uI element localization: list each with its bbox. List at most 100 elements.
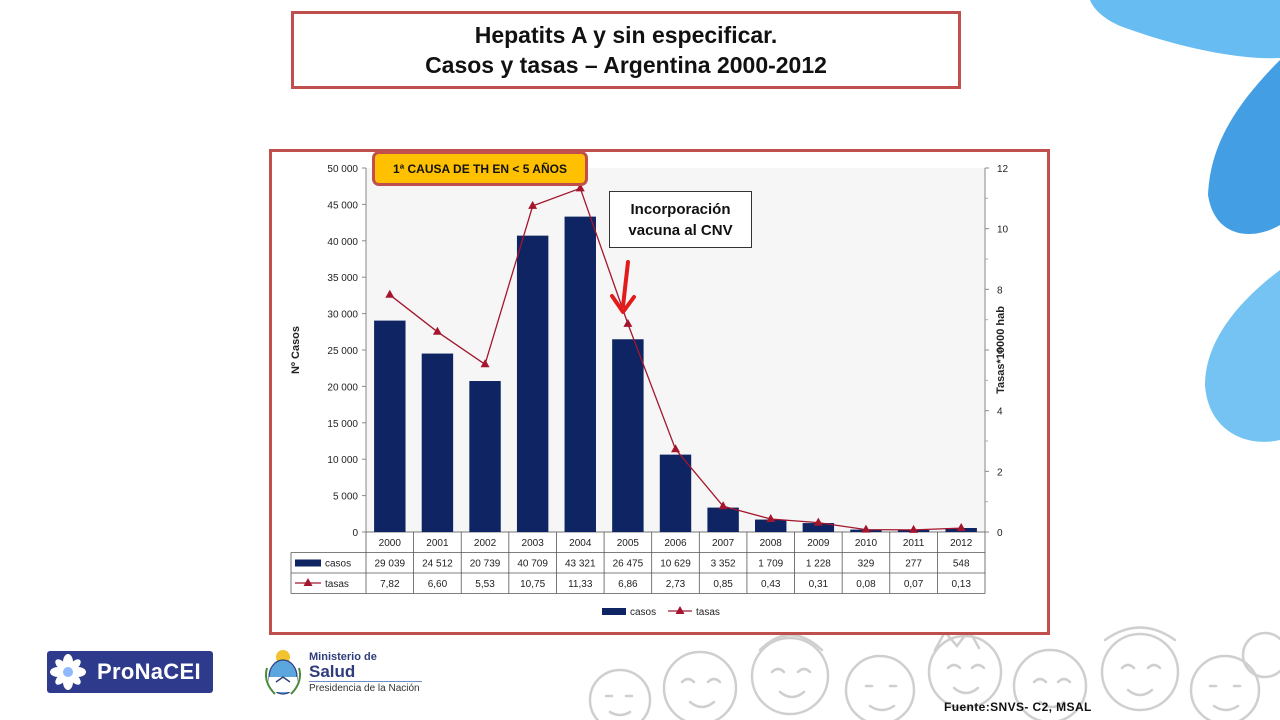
- x-tick-label: 2011: [903, 538, 925, 549]
- callout-vaccine-box: Incorporación vacuna al CNV: [609, 191, 752, 248]
- ministerio-line2: Salud: [309, 662, 356, 681]
- point-tasas-2009: [813, 517, 823, 526]
- callout-first-cause: 1ª CAUSA DE TH EN < 5 AÑOS: [372, 151, 588, 186]
- x-tick-label: 2003: [522, 538, 545, 549]
- point-tasas-2002: [480, 359, 490, 368]
- slide-title-line1: Hepatits A y sin especificar.: [474, 22, 778, 48]
- data-label-tasas: 10,75: [520, 579, 545, 590]
- x-tick-label: 2005: [617, 538, 640, 549]
- data-label-casos: 277: [905, 559, 922, 570]
- blue-corner-shape: [1090, 0, 1280, 59]
- bar-casos-2003: [516, 235, 549, 532]
- y-tick-left-label: 50 000: [327, 164, 358, 175]
- data-label-casos: 329: [858, 559, 875, 570]
- table-key-tasas-marker: [303, 578, 313, 586]
- point-tasas-2008: [766, 513, 776, 522]
- table-key-casos: [295, 559, 321, 567]
- y-tick-right-label: 12: [997, 164, 1009, 175]
- bar-casos-2000: [374, 320, 406, 532]
- source-note: Fuente:SNVS- C2, MSAL: [944, 700, 1092, 714]
- bar-casos-2006: [659, 454, 692, 532]
- argentina-shield-icon: [265, 650, 301, 695]
- y-tick-right-label: 2: [997, 467, 1003, 478]
- y-tick-right-label: 10: [997, 225, 1009, 236]
- point-tasas-2012: [956, 523, 966, 532]
- bar-casos-2009: [802, 523, 835, 532]
- y-tick-left-label: 30 000: [327, 310, 358, 321]
- legend-key-tasas-marker: [675, 606, 685, 614]
- title-box: Hepatits A y sin especificar. Casos y ta…: [291, 11, 961, 89]
- data-label-tasas: 0,08: [856, 579, 876, 590]
- legend-group: casos tasas: [602, 606, 720, 618]
- data-label-casos: 3 352: [711, 559, 736, 570]
- data-label-tasas: 0,31: [809, 579, 829, 590]
- ministerio-line1: Ministerio de: [309, 651, 377, 663]
- data-label-tasas: 0,13: [951, 579, 971, 590]
- y-tick-left-label: 0: [352, 528, 358, 539]
- y-tick-left-label: 40 000: [327, 237, 358, 248]
- data-label-casos: 26 475: [613, 559, 644, 570]
- y-tick-right-label: 8: [997, 285, 1003, 296]
- y-tick-left-label: 10 000: [327, 455, 358, 466]
- chart-area: 0 5 000 10 000 15 000 20 000 25 000 30 000 35 0…: [290, 164, 1009, 618]
- y-tick-left-label: 45 000: [327, 200, 358, 211]
- point-tasas-2011: [909, 524, 919, 533]
- slide-title-line2: Casos y tasas – Argentina 2000-2012: [425, 52, 827, 78]
- bar-casos-2008: [755, 519, 787, 532]
- pronacei-wordmark: ProNaCEI: [97, 659, 201, 684]
- data-label-casos: 548: [953, 559, 970, 570]
- legend-label-casos: casos: [630, 607, 656, 618]
- y-axis-left-title: Nº Casos: [290, 326, 302, 374]
- bar-casos-2005: [612, 339, 644, 532]
- x-tick-label: 2008: [760, 538, 783, 549]
- x-tick-label: 2006: [664, 538, 687, 549]
- legend-label-tasas: tasas: [696, 607, 720, 618]
- x-tick-label: 2007: [712, 538, 735, 549]
- y-tick-right-label: 4: [997, 407, 1003, 418]
- y-axis-right-title: Tasas*10000 hab: [995, 306, 1007, 394]
- y-tick-left-label: 20 000: [327, 382, 358, 393]
- line-group: [385, 183, 966, 533]
- point-tasas-2001: [432, 326, 442, 335]
- data-label-tasas: 5,53: [475, 579, 495, 590]
- data-label-casos: 20 739: [470, 559, 501, 570]
- y-tick-left-label: 15 000: [327, 419, 358, 430]
- y-tick-left-label: 5 000: [333, 492, 358, 503]
- point-tasas-2007: [718, 501, 728, 510]
- data-label-tasas: 2,73: [666, 579, 686, 590]
- blue-drop-shape: [1205, 270, 1280, 442]
- data-label-tasas: 6,60: [428, 579, 448, 590]
- callout-vaccine-line2: vacuna al CNV: [628, 221, 733, 239]
- y-tick-left-label: 35 000: [327, 273, 358, 284]
- pronacei-flower-icon: [50, 654, 86, 690]
- x-tick-label: 2002: [474, 538, 497, 549]
- x-tick-label: 2010: [855, 538, 878, 549]
- bar-casos-2004: [564, 216, 596, 533]
- chart-frame: 0 5 000 10 000 15 000 20 000 25 000 30 000 35 0…: [269, 149, 1050, 635]
- data-label-casos: 24 512: [422, 559, 453, 570]
- callout-vaccine-line1: Incorporación: [630, 200, 731, 218]
- bar-casos-2007: [707, 507, 739, 532]
- data-label-casos: 1 228: [806, 559, 831, 570]
- y-tick-right-label: 0: [997, 528, 1003, 539]
- x-tick-label: 2009: [807, 538, 830, 549]
- point-tasas-2004: [575, 183, 585, 192]
- data-label-casos: 1 709: [758, 559, 783, 570]
- logo-pronacei: ProNaCEI: [47, 651, 213, 693]
- x-tick-label: 2012: [950, 538, 973, 549]
- point-tasas-2003: [528, 200, 538, 209]
- data-label-tasas: 0,85: [713, 579, 733, 590]
- point-tasas-2006: [671, 444, 680, 453]
- data-label-casos: 29 039: [375, 559, 406, 570]
- data-label-casos: 40 709: [517, 559, 548, 570]
- y-tick-right-label: 6: [997, 346, 1003, 357]
- data-label-tasas: 0,43: [761, 579, 781, 590]
- data-label-casos: 43 321: [565, 559, 596, 570]
- children-drawing: [588, 626, 1280, 720]
- x-tick-label: 2004: [569, 538, 592, 549]
- data-label-tasas: 11,33: [568, 579, 593, 590]
- ministerio-line3: Presidencia de la Nación: [309, 681, 422, 694]
- bar-casos-2002: [469, 381, 501, 532]
- data-label-casos: 10 629: [660, 559, 691, 570]
- data-label-tasas: 6,86: [618, 579, 638, 590]
